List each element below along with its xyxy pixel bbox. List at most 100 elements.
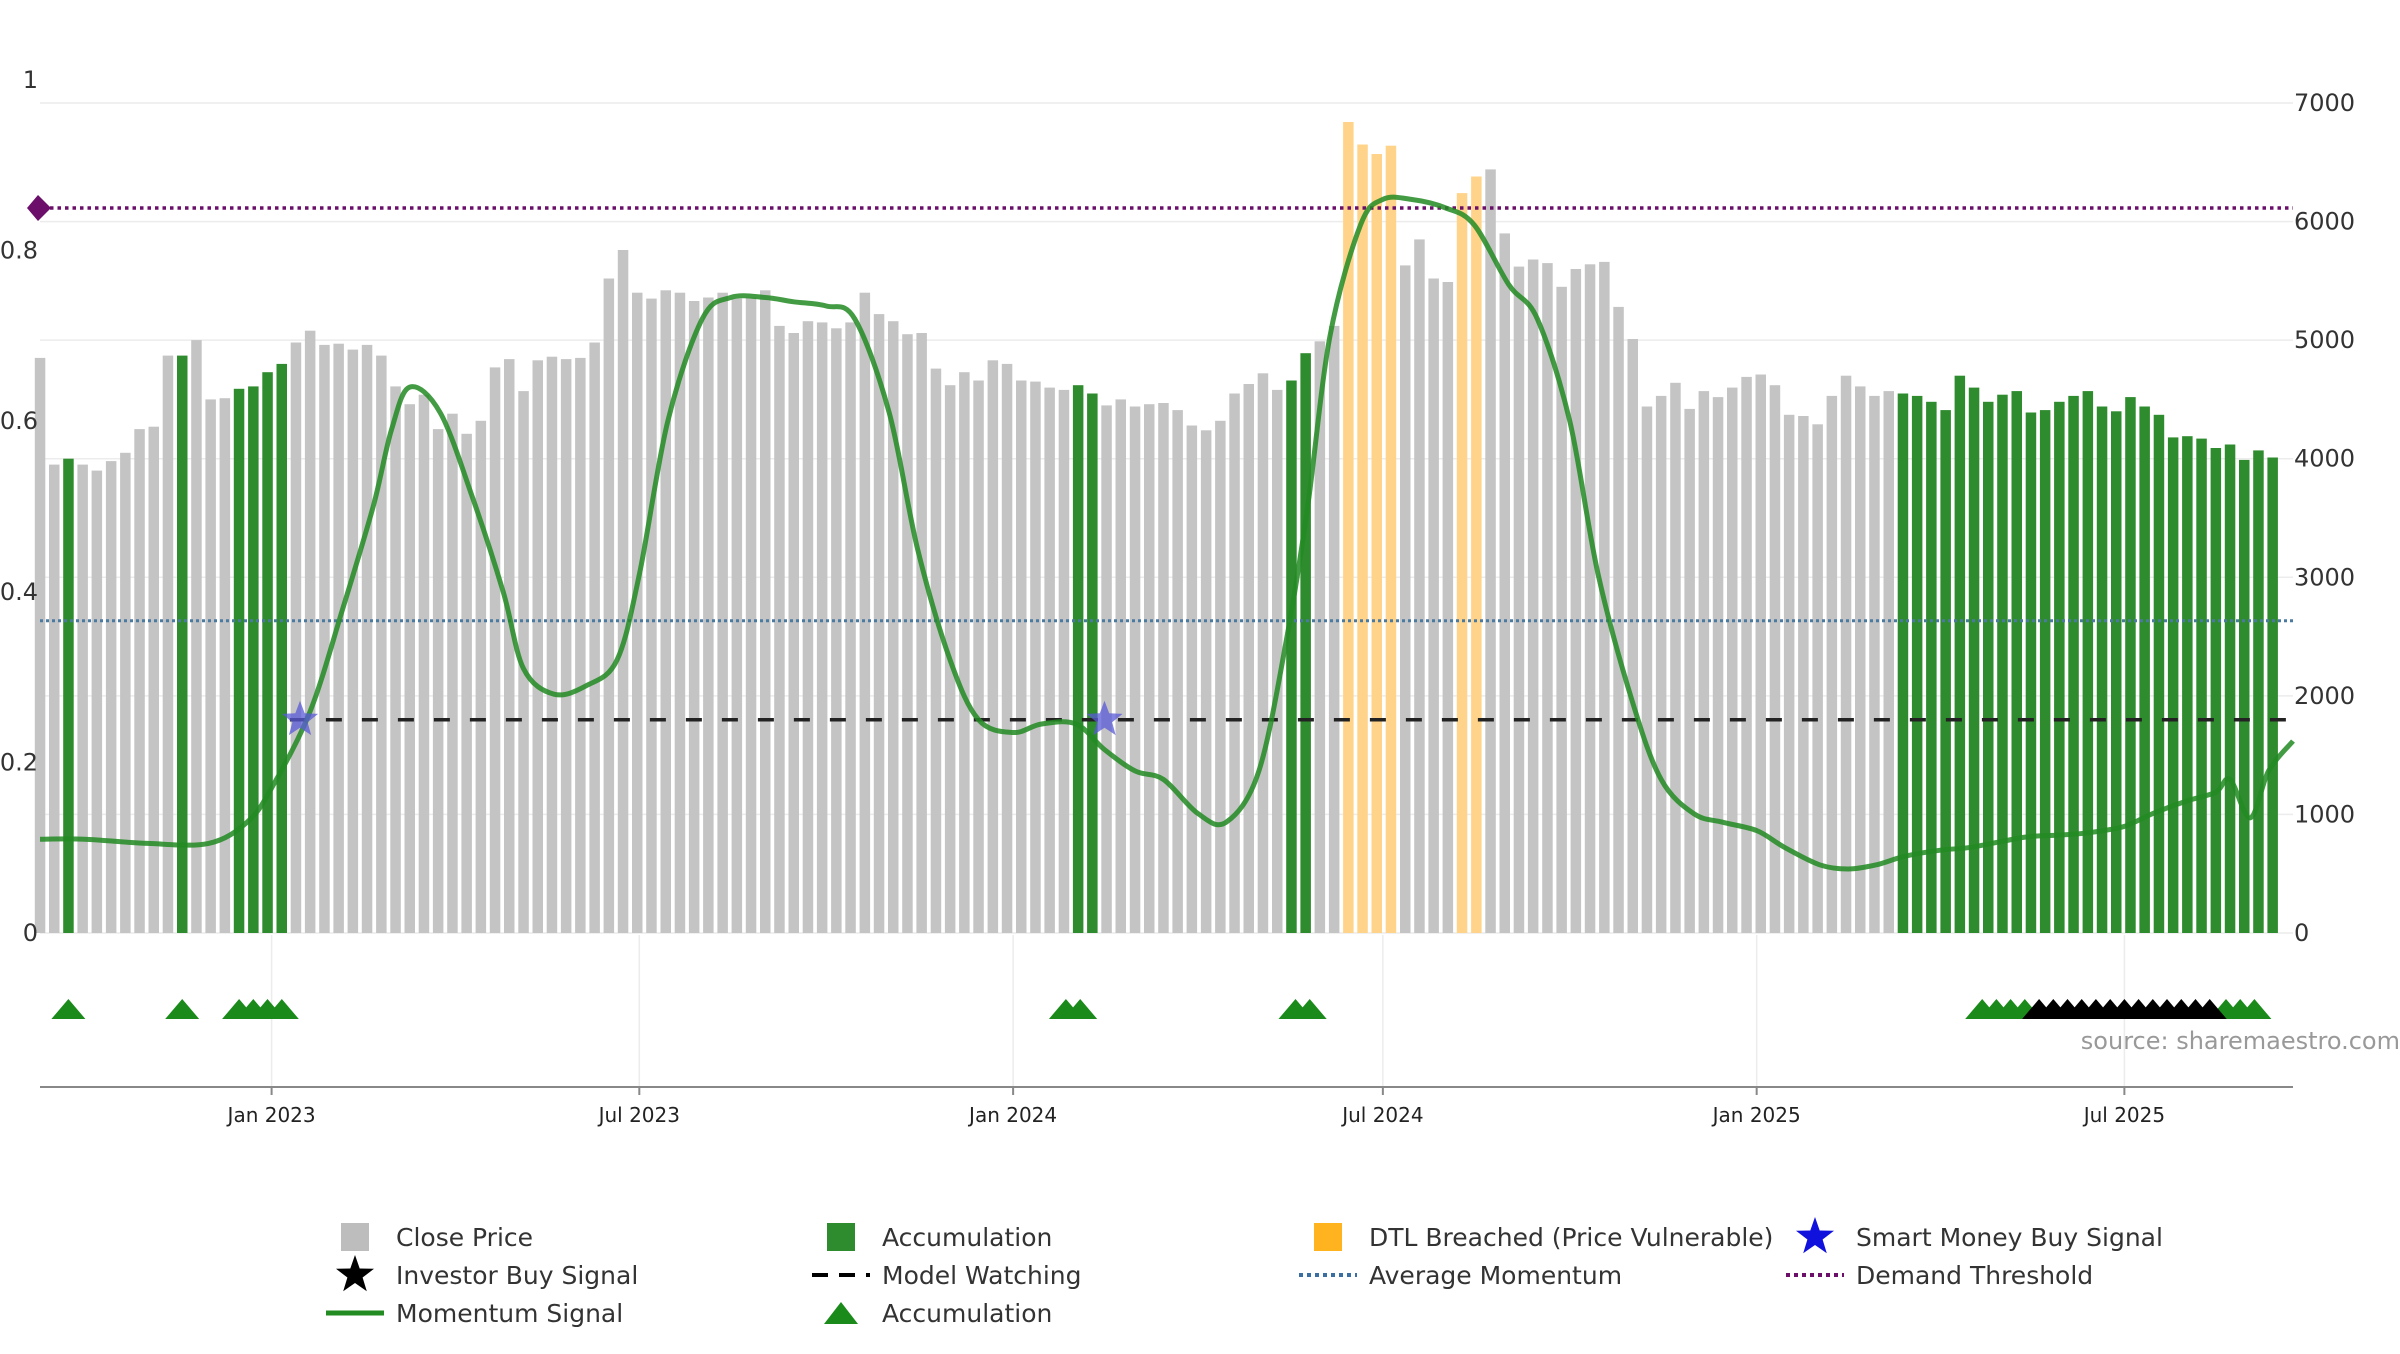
bar-close-price bbox=[1428, 278, 1439, 933]
bar-close-price bbox=[802, 321, 814, 933]
bar-accumulation bbox=[1940, 410, 1951, 934]
bar-close-price bbox=[361, 344, 373, 933]
bar-close-price bbox=[347, 349, 359, 934]
bar-close-price bbox=[1570, 269, 1582, 933]
bar-close-price bbox=[959, 372, 970, 933]
bar-close-price bbox=[1115, 399, 1126, 933]
bar-accumulation bbox=[1087, 393, 1098, 933]
bar-close-price bbox=[1741, 376, 1752, 933]
accumulation-triangle bbox=[264, 999, 299, 1019]
bar-close-price bbox=[390, 386, 401, 933]
bar-close-price bbox=[91, 470, 103, 933]
y-right-tick-label: 0 bbox=[2294, 919, 2309, 947]
bar-close-price bbox=[105, 461, 117, 933]
bar-close-price bbox=[760, 290, 771, 933]
bar-close-price bbox=[1883, 391, 1894, 934]
y-right-tick-label: 5000 bbox=[2294, 326, 2355, 354]
bar-close-price bbox=[916, 333, 927, 933]
bar-accumulation bbox=[2054, 401, 2065, 933]
bar-close-price bbox=[1670, 382, 1681, 933]
bar-close-price bbox=[77, 464, 88, 933]
bar-close-price bbox=[632, 292, 643, 933]
bar-dtl-breached bbox=[1385, 145, 1397, 933]
bar-accumulation bbox=[1286, 380, 1297, 933]
bar-dtl-breached bbox=[1357, 144, 1368, 933]
bar-accumulation bbox=[2111, 411, 2122, 933]
bar-close-price bbox=[475, 420, 487, 933]
bar-close-price bbox=[1485, 169, 1496, 933]
legend-swatch-triangle bbox=[824, 1302, 858, 1324]
bar-close-price bbox=[418, 394, 430, 933]
bar-accumulation bbox=[1997, 394, 2008, 933]
bar-close-price bbox=[1684, 408, 1695, 933]
bar-close-price bbox=[219, 398, 231, 933]
accumulation-triangle bbox=[1292, 999, 1327, 1019]
bar-close-price bbox=[532, 360, 543, 933]
x-tick-label: Jul 2025 bbox=[2082, 1103, 2165, 1127]
bar-close-price bbox=[703, 297, 714, 933]
bar-close-price bbox=[120, 452, 131, 933]
x-tick-label: Jan 2023 bbox=[226, 1103, 316, 1127]
bar-close-price bbox=[987, 360, 999, 933]
bar-close-price bbox=[617, 250, 629, 933]
legend-swatch-square bbox=[1314, 1223, 1342, 1251]
bar-close-price bbox=[717, 292, 728, 933]
bar-close-price bbox=[34, 357, 46, 933]
bar-close-price bbox=[162, 355, 174, 934]
bar-accumulation bbox=[2125, 397, 2136, 934]
bar-close-price bbox=[845, 322, 856, 933]
bar-close-price bbox=[973, 380, 984, 933]
y-right-tick-label: 2000 bbox=[2294, 682, 2355, 710]
markers-layer bbox=[51, 700, 2272, 1019]
bar-dtl-breached bbox=[1371, 154, 1382, 933]
accumulation-triangle bbox=[2237, 999, 2272, 1019]
bar-close-price bbox=[1826, 395, 1838, 933]
bar-close-price bbox=[1101, 405, 1112, 933]
bar-close-price bbox=[49, 464, 60, 933]
bar-close-price bbox=[788, 333, 799, 933]
bar-accumulation bbox=[1911, 395, 1923, 933]
bar-close-price bbox=[774, 325, 785, 933]
bar-accumulation bbox=[2253, 450, 2264, 933]
bar-dtl-breached bbox=[1471, 176, 1482, 933]
y-right-tick-label: 4000 bbox=[2294, 445, 2355, 473]
bar-accumulation bbox=[276, 363, 287, 933]
accumulation-triangle bbox=[165, 999, 200, 1019]
bar-close-price bbox=[1727, 387, 1738, 934]
accumulation-triangle bbox=[51, 999, 86, 1019]
bar-close-price bbox=[1044, 387, 1055, 934]
bar-close-price bbox=[1158, 403, 1169, 933]
bar-close-price bbox=[1783, 414, 1795, 933]
y-right-tick-label: 1000 bbox=[2294, 800, 2355, 828]
bar-close-price bbox=[1542, 263, 1553, 934]
bar-close-price bbox=[1414, 239, 1425, 933]
bar-accumulation bbox=[2167, 437, 2179, 933]
bar-accumulation bbox=[1300, 353, 1311, 933]
momentum-signal-line bbox=[39, 194, 2295, 872]
bar-close-price bbox=[504, 359, 515, 934]
bar-accumulation bbox=[2210, 448, 2222, 933]
bar-accumulation bbox=[1954, 375, 1966, 933]
legend-swatch-star bbox=[1796, 1217, 1834, 1254]
demand-threshold-marker bbox=[27, 194, 51, 221]
bar-close-price bbox=[191, 340, 202, 934]
bar-close-price bbox=[1144, 404, 1155, 933]
bar-close-price bbox=[1869, 395, 1880, 933]
bar-dtl-breached bbox=[1343, 122, 1354, 933]
bar-close-price bbox=[1698, 391, 1710, 934]
legend-label: Demand Threshold bbox=[1856, 1261, 2093, 1290]
y-left-tick-label: 0.6 bbox=[0, 407, 38, 435]
bar-close-price bbox=[1513, 266, 1525, 934]
bar-close-price bbox=[432, 429, 444, 933]
bar-close-price bbox=[1627, 339, 1638, 933]
bar-close-price bbox=[859, 292, 871, 933]
smart-money-buy-star bbox=[1086, 700, 1123, 736]
bar-close-price bbox=[1755, 374, 1766, 933]
bar-close-price bbox=[1400, 265, 1411, 933]
bar-accumulation bbox=[2025, 412, 2037, 933]
bar-close-price bbox=[447, 413, 458, 933]
x-tick-label: Jan 2025 bbox=[1711, 1103, 1801, 1127]
bar-close-price bbox=[1655, 395, 1667, 933]
bar-close-price bbox=[589, 342, 600, 933]
bar-close-price bbox=[888, 321, 899, 933]
